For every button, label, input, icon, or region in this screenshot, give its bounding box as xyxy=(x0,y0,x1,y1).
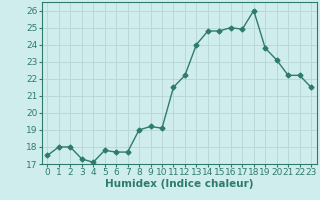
X-axis label: Humidex (Indice chaleur): Humidex (Indice chaleur) xyxy=(105,179,253,189)
